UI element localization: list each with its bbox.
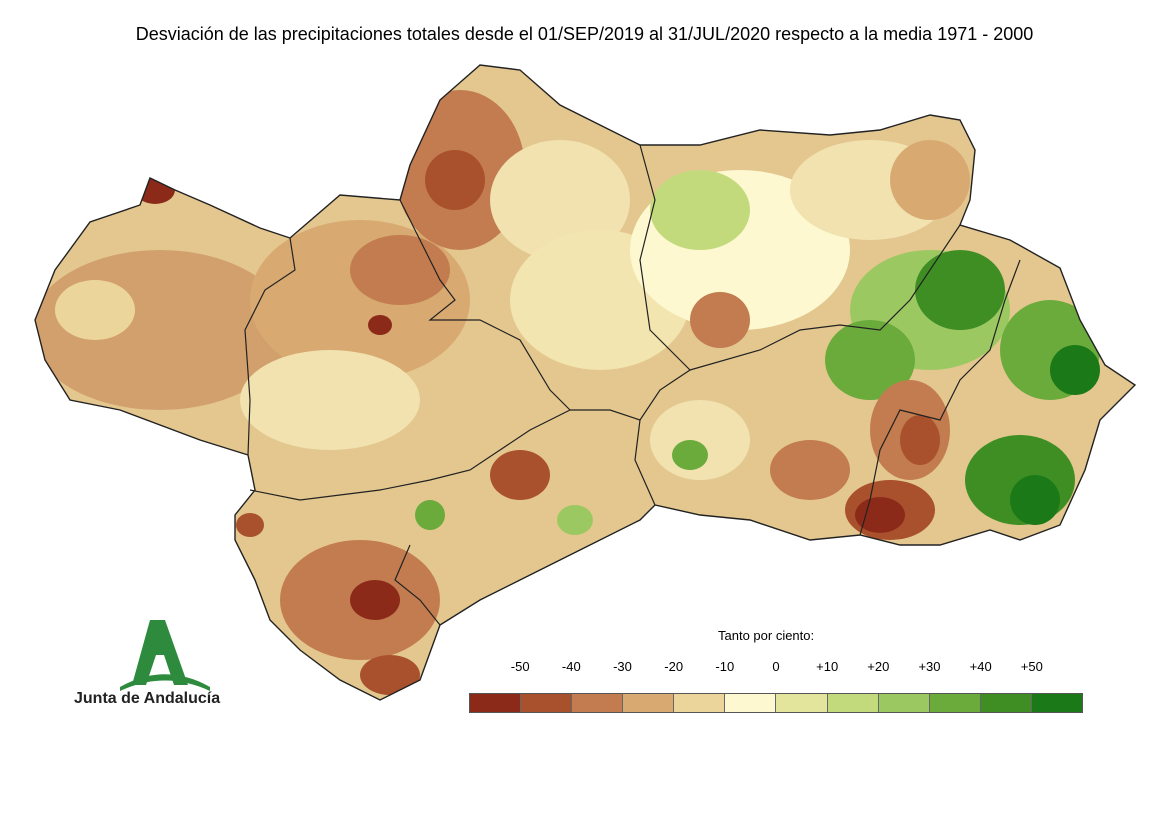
legend-tick-label: +40 — [969, 659, 992, 674]
legend-tick-label: -10 — [715, 659, 735, 674]
legend-swatch — [470, 694, 522, 712]
junta-andalucia-logo — [60, 615, 260, 725]
legend-tick-label: 0 — [772, 659, 780, 674]
legend-swatch — [1031, 694, 1082, 712]
legend-swatch — [980, 694, 1032, 712]
legend-color-bar — [469, 693, 1083, 713]
legend-swatch — [674, 694, 726, 712]
legend-tick-label: -20 — [664, 659, 684, 674]
legend-tick-label: +20 — [867, 659, 890, 674]
legend-swatch — [776, 694, 828, 712]
andalucia-outline — [34, 64, 1137, 701]
province-borders — [244, 144, 1021, 626]
legend-swatch — [725, 694, 777, 712]
logo-text: Junta de Andalucía — [74, 690, 221, 707]
legend-tick-label: +10 — [816, 659, 839, 674]
junta-andalucia-logo-icon — [120, 620, 210, 691]
legend-swatch — [521, 694, 573, 712]
legend-swatch — [878, 694, 930, 712]
map-title: Desviación de las precipitaciones totale… — [135, 24, 1034, 44]
legend-tick-label: -30 — [613, 659, 632, 674]
legend-swatch — [623, 694, 675, 712]
legend-title: Tanto por ciento: — [718, 628, 815, 643]
precipitation-field — [35, 65, 1135, 700]
legend-tick-label: +50 — [1020, 659, 1043, 674]
legend-tick-label: +30 — [918, 659, 941, 674]
legend-tick-label: -40 — [561, 659, 581, 674]
legend-swatch — [827, 694, 879, 712]
legend-tick-label: -50 — [510, 659, 530, 674]
legend-swatch — [572, 694, 624, 712]
legend-swatch — [929, 694, 981, 712]
